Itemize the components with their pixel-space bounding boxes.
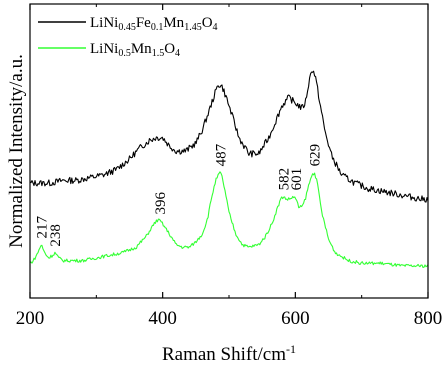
series-line-1 (29, 70, 429, 203)
legend-label-2: LiNi0.5Mn1.5O4 (90, 41, 180, 59)
x-axis-title-superscript: -1 (286, 342, 296, 356)
x-axis-title: Raman Shift/cm-1 (162, 342, 296, 365)
x-tick-label: 400 (148, 308, 177, 329)
legend-label-1: LiNi0.45Fe0.1Mn1.45O4 (90, 15, 218, 33)
x-axis-ticks: 200 400 600 800 (16, 4, 443, 329)
peak-label: 487 (213, 143, 229, 166)
peak-label: 238 (48, 224, 64, 247)
peak-label: 629 (308, 144, 324, 167)
series-layer (29, 70, 429, 269)
peak-label: 582 (276, 168, 292, 191)
peak-label: 217 (34, 216, 50, 239)
peak-label: 601 (289, 168, 305, 191)
peak-label: 396 (153, 192, 169, 215)
legend: LiNi0.45Fe0.1Mn1.45O4 LiNi0.5Mn1.5O4 (38, 15, 218, 59)
x-axis-title-main: Raman Shift/cm (162, 344, 286, 365)
x-tick-label: 200 (16, 308, 45, 329)
x-tick-label: 800 (414, 308, 443, 329)
x-tick-label: 600 (281, 308, 310, 329)
y-axis-title: Normalized Intensity/a.u. (6, 54, 27, 248)
series-line-2 (29, 171, 429, 269)
